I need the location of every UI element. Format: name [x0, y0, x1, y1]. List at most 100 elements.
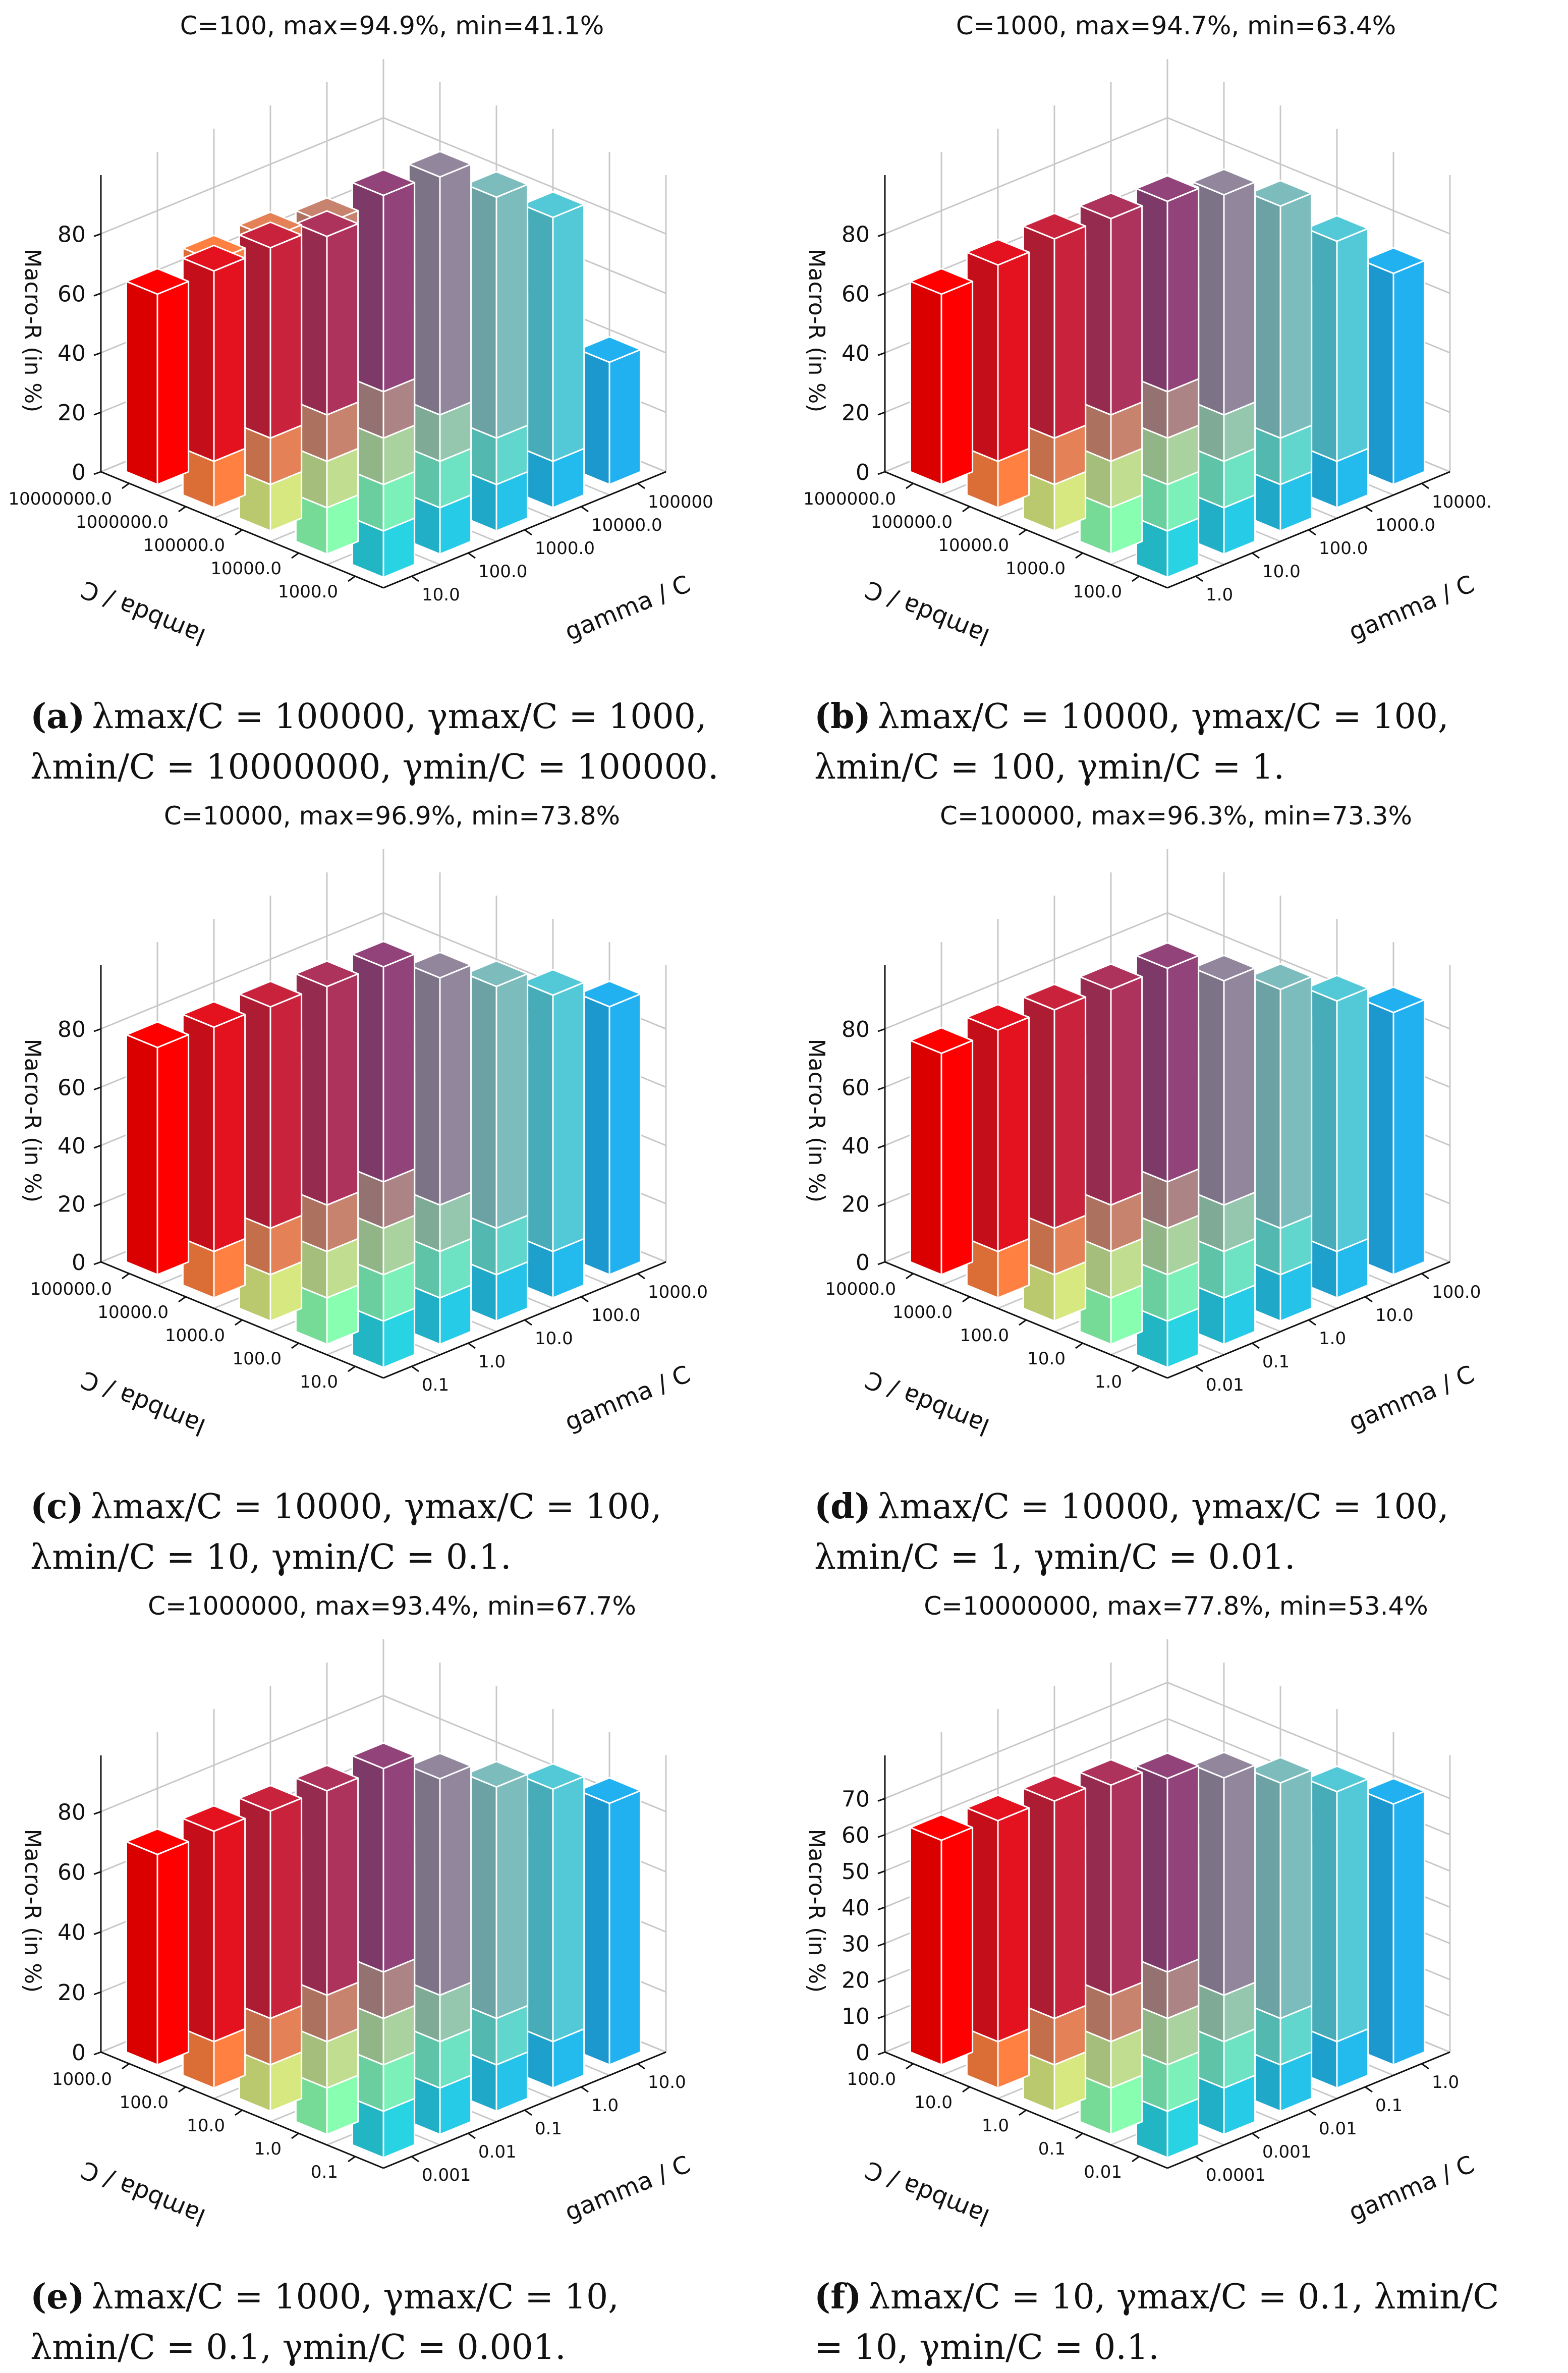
x-axis-label: lambda / C [77, 1365, 209, 1441]
z-tick-mark [93, 1203, 101, 1207]
y-tick-mark [581, 1296, 589, 1303]
bar-face-top [521, 1762, 585, 1790]
chart-title: C=100, max=94.9%, min=41.1% [180, 11, 604, 40]
y-tick-label: 0.01 [1206, 1375, 1244, 1395]
x-axis-label: lambda / C [77, 575, 209, 651]
bar-face-top [909, 267, 974, 295]
bar-face-right [1110, 1772, 1143, 1996]
z-tick-label: 20 [58, 1192, 86, 1218]
bar-face-top [1079, 963, 1143, 990]
figure-caption: (d) λmax/C = 10000, γmax/C = 100, λmin/C … [814, 1481, 1510, 1583]
bar-face-top [1305, 974, 1369, 1002]
y-tick-mark [1308, 2109, 1316, 2116]
chart-title: C=10000000, max=77.8%, min=53.4% [924, 1591, 1428, 1621]
x-tick-mark [235, 1319, 243, 1326]
figure-panel: C=1000000, max=93.4%, min=67.7% 0 20 40 60 80… [0, 1580, 784, 2370]
bar-face-right [213, 1014, 246, 1252]
bar-face-top [577, 1777, 642, 1804]
x-tick-label: 100.0 [120, 2092, 169, 2113]
bar-face-right [156, 1841, 190, 2066]
bar-face-right [326, 223, 359, 416]
y-tick-label: 0.001 [1262, 2142, 1311, 2162]
figure-caption: (c) λmax/C = 10000, γmax/C = 100, λmin/C … [30, 1481, 726, 1583]
bar [295, 1764, 359, 1996]
bar-face-right [326, 1777, 359, 1996]
bar-face-right [326, 973, 359, 1206]
bar-face-top [1135, 942, 1200, 969]
y-tick-label: 10.0 [648, 2072, 686, 2092]
bar-face-top [521, 191, 585, 218]
bar-face-right [1223, 181, 1256, 416]
bar-face-top [351, 1742, 416, 1770]
bars [909, 169, 1426, 578]
bar [351, 941, 416, 1183]
x-axis-label: lambda / C [861, 2155, 993, 2231]
y-tick-label: 10.0 [535, 1329, 573, 1349]
chart-title: C=1000, max=94.7%, min=63.4% [956, 11, 1396, 40]
bar [125, 1828, 190, 2066]
bar-face-right [940, 1827, 974, 2066]
z-tick-label: 10 [842, 2004, 870, 2029]
bar-face-right [1336, 987, 1369, 1252]
bar-face-right [997, 251, 1030, 462]
bar-face-right [1166, 188, 1200, 393]
x-tick-label: 100000.0 [143, 535, 225, 556]
x-tick-label: 1000.0 [52, 2069, 112, 2089]
bar [351, 1742, 416, 1973]
z-tick-mark [93, 1810, 101, 1815]
bar-face-right [608, 349, 642, 485]
bar [1135, 1752, 1200, 1973]
z-tick-label: 60 [842, 281, 870, 307]
bar [408, 1752, 472, 1996]
bar3d-chart: 0 20 40 60 80 Macro-R (in %) 1000000.0 100000.0… [803, 59, 1492, 651]
bar [1135, 942, 1200, 1183]
bar-face-right [495, 1773, 529, 2019]
y-tick-mark [1365, 506, 1373, 513]
z-tick-mark [93, 471, 101, 475]
y-tick-label: 0.001 [422, 2165, 471, 2185]
y-tick-label: 1.0 [1319, 1329, 1346, 1349]
caption-text: λmax/C = 10000, γmax/C = 100, λmin/C = 1… [814, 697, 1449, 787]
z-tick-label: 50 [842, 1859, 870, 1885]
bar [1305, 1765, 1369, 2043]
x-tick-label: 10.0 [300, 1372, 338, 1392]
bar-face-top [408, 1752, 472, 1780]
bar3d-chart: 0 20 40 60 80 Macro-R (in %) 10000.0 1000.0 100.… [804, 849, 1481, 1441]
bar-face-right [1392, 1790, 1426, 2066]
x-tick-label: 10000.0 [938, 535, 1009, 556]
bar-face-right [495, 973, 529, 1229]
bar-face-right [439, 1765, 472, 1996]
z-tick-label: 20 [58, 400, 86, 426]
bar [464, 171, 529, 439]
x-tick-mark [348, 1365, 356, 1372]
y-tick-mark [1421, 482, 1429, 489]
bar3d-chart: 0 20 40 60 80 Macro-R (in %) 1000.0 100.0 10.0 1.… [20, 1639, 694, 2231]
bar-face-right [382, 1755, 416, 1973]
caption-label: (d) [814, 1486, 871, 1527]
z-tick-mark [93, 1028, 101, 1032]
bar-face-top [1135, 175, 1200, 202]
bar [408, 951, 472, 1206]
bar [521, 191, 585, 462]
z-tick-mark [93, 1086, 101, 1091]
chart-title: C=10000, max=96.9%, min=73.8% [163, 801, 621, 831]
y-tick-label: 0.1 [535, 2119, 562, 2139]
x-axis-label: lambda / C [861, 575, 993, 651]
z-tick-label: 80 [58, 1799, 86, 1825]
z-tick-mark [877, 1834, 885, 1838]
y-tick-mark [411, 1365, 419, 1372]
bar-face-right [1279, 1769, 1313, 2019]
x-tick-mark [178, 1296, 186, 1303]
z-tick-label: 80 [842, 1017, 870, 1042]
bar-face-right [608, 993, 642, 1276]
bar [1192, 1751, 1256, 1996]
x-tick-label: 100000.0 [30, 1279, 112, 1299]
figure-caption: (f) λmax/C = 10, γmax/C = 0.1, λmin/C = 1… [814, 2272, 1510, 2373]
y-tick-label: 100.0 [591, 1305, 640, 1326]
caption-text: λmax/C = 100000, γmax/C = 1000, λmin/C =… [30, 697, 719, 787]
bar-face-top [182, 1805, 246, 1832]
x-tick-mark [122, 2063, 130, 2070]
bar-face-left [909, 1039, 942, 1276]
y-tick-mark [1308, 1319, 1316, 1326]
bar [1079, 192, 1143, 416]
